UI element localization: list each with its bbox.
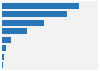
- Bar: [2, 54, 4, 60]
- Bar: [2, 45, 6, 51]
- Bar: [2, 20, 44, 26]
- Bar: [2, 37, 11, 43]
- Bar: [2, 28, 27, 34]
- Bar: [2, 11, 67, 17]
- Bar: [2, 3, 79, 9]
- Bar: [2, 62, 3, 68]
